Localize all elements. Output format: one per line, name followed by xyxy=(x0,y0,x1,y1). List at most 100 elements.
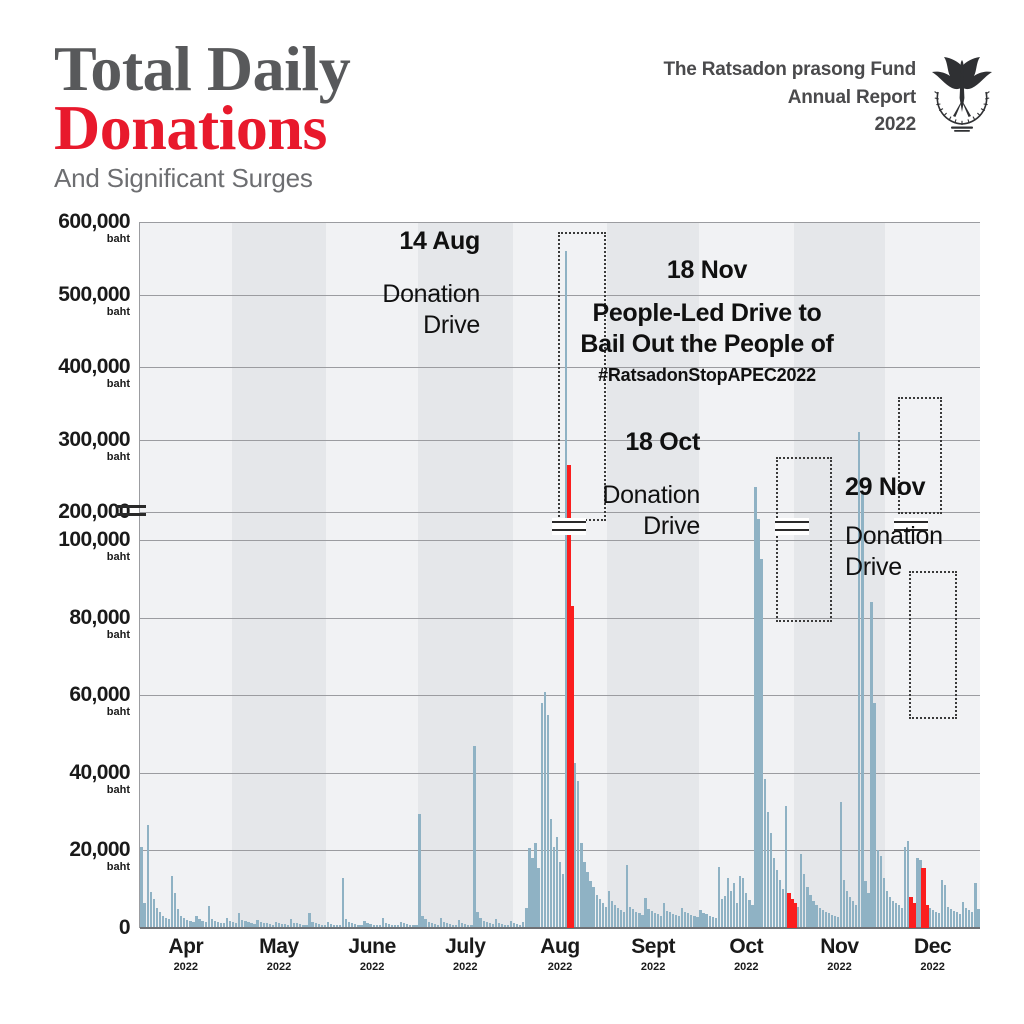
daily-bar xyxy=(467,924,470,928)
daily-bar xyxy=(736,902,739,928)
daily-bar xyxy=(329,923,333,928)
daily-bar xyxy=(143,902,146,928)
daily-bar xyxy=(497,922,501,928)
x-axis-tick-year: 2022 xyxy=(827,961,852,973)
chart-top-border xyxy=(140,222,980,223)
y-axis-tick: 80,000 baht xyxy=(69,607,130,641)
daily-bar xyxy=(271,924,274,928)
daily-bar xyxy=(311,922,314,928)
daily-bar xyxy=(305,924,308,928)
daily-bar xyxy=(549,819,552,928)
daily-bar xyxy=(470,924,473,928)
annotation-line-2: Drive xyxy=(643,512,700,540)
daily-bar xyxy=(509,921,513,928)
title-line-primary: Total Daily xyxy=(54,33,351,104)
surge-bar xyxy=(790,898,795,928)
x-axis-tick: Oct 2022 xyxy=(729,936,763,973)
page-subtitle: And Significant Surges xyxy=(54,163,313,194)
daily-bar xyxy=(949,908,953,928)
x-axis-tick-year: 2022 xyxy=(266,961,292,973)
daily-bar xyxy=(797,906,800,928)
y-axis-line xyxy=(139,222,140,928)
daily-bar xyxy=(644,897,647,928)
daily-bar xyxy=(320,924,323,928)
gridline xyxy=(140,772,980,774)
daily-bar xyxy=(861,493,864,928)
daily-bar xyxy=(360,924,363,928)
daily-bar xyxy=(341,878,345,928)
x-axis-line xyxy=(140,927,980,929)
daily-bar xyxy=(216,921,219,928)
daily-bar xyxy=(228,920,232,928)
daily-bar xyxy=(525,907,528,928)
daily-bar xyxy=(473,746,476,928)
daily-bar xyxy=(760,559,763,928)
gridline xyxy=(140,512,980,513)
daily-bar xyxy=(164,917,168,928)
daily-bar xyxy=(448,924,452,928)
daily-bar xyxy=(161,915,165,928)
daily-bar xyxy=(485,922,488,928)
daily-bar xyxy=(690,914,693,928)
daily-bar xyxy=(516,924,519,928)
report-year: 2022 xyxy=(874,114,917,136)
daily-bar xyxy=(406,924,409,928)
y-axis-tick-value: 20,000 xyxy=(69,838,130,862)
daily-bar xyxy=(775,869,778,928)
daily-bar xyxy=(424,919,427,928)
daily-bar xyxy=(607,891,610,928)
daily-bar xyxy=(974,883,977,928)
daily-bar xyxy=(638,913,641,928)
y-axis-tick-value: 500,000 xyxy=(58,282,130,306)
daily-bar xyxy=(409,924,412,928)
daily-bar xyxy=(262,922,265,928)
daily-bar xyxy=(769,832,772,928)
daily-bar xyxy=(815,904,818,928)
y-axis-labels: 600,000 baht 500,000 baht 400,000 baht 300,000… xyxy=(0,211,140,938)
daily-bar xyxy=(668,912,672,928)
daily-bar xyxy=(751,904,754,928)
daily-bar xyxy=(500,923,504,928)
x-axis-tick: June 2022 xyxy=(348,936,396,973)
daily-bar xyxy=(296,923,299,928)
daily-bar xyxy=(158,911,161,928)
daily-bar xyxy=(433,923,436,928)
daily-bar xyxy=(149,892,152,928)
daily-bar xyxy=(558,862,562,928)
x-axis-tick-year: 2022 xyxy=(640,961,666,973)
daily-bar xyxy=(479,917,482,928)
daily-bar xyxy=(308,913,311,928)
gridline xyxy=(140,695,980,697)
daily-bar xyxy=(864,881,867,928)
daily-bar xyxy=(170,875,174,928)
daily-bar xyxy=(210,919,213,928)
daily-bar xyxy=(662,902,665,928)
daily-bar xyxy=(522,922,525,928)
daily-bar xyxy=(586,871,589,928)
daily-bar xyxy=(192,921,195,928)
header: Total Daily Donations And Significant Su… xyxy=(0,0,1024,215)
y-axis-tick-unit: baht xyxy=(106,450,130,463)
daily-bar xyxy=(916,858,919,928)
daily-bar xyxy=(635,911,638,928)
daily-bar xyxy=(684,911,687,928)
daily-bar xyxy=(772,858,775,928)
daily-bar xyxy=(186,919,189,928)
daily-bar xyxy=(259,921,262,928)
daily-bar xyxy=(959,914,962,928)
daily-bar xyxy=(400,922,403,928)
daily-bar xyxy=(155,907,158,928)
daily-bar xyxy=(626,865,629,928)
daily-bar xyxy=(418,813,421,928)
surge-bar xyxy=(909,896,914,928)
daily-bar xyxy=(244,921,247,928)
daily-bar xyxy=(699,910,702,928)
daily-bar xyxy=(971,911,974,928)
gridline xyxy=(140,294,980,296)
surge-bar xyxy=(793,902,798,928)
daily-bar xyxy=(299,924,302,928)
gridline xyxy=(140,439,980,441)
daily-bar xyxy=(977,908,980,928)
x-axis-tick-month: Sept xyxy=(631,935,676,958)
daily-bar xyxy=(348,921,351,928)
